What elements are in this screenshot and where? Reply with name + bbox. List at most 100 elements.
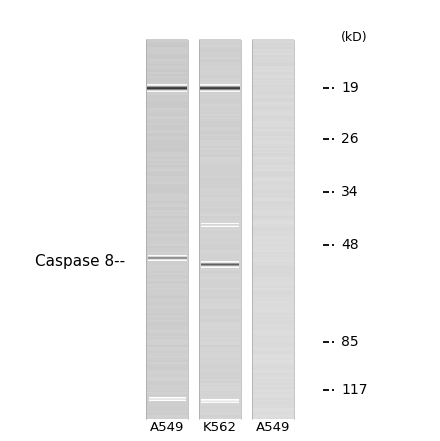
Bar [147,227,188,229]
Bar [147,356,188,358]
Bar [147,79,188,82]
Bar [199,144,241,146]
Bar [147,271,188,273]
Bar [199,108,241,110]
Bar [252,244,294,247]
Bar [252,295,294,298]
Bar [252,388,294,391]
Bar [147,310,188,313]
Bar [252,123,294,125]
Bar [199,195,241,197]
Bar [252,333,294,336]
Bar [147,248,188,250]
Bar [252,413,294,415]
Bar [199,242,241,244]
Bar [252,64,294,66]
Bar [199,322,241,324]
Bar [252,400,294,402]
Bar [147,51,188,53]
Bar [199,104,241,106]
Bar [147,259,188,262]
Text: 34: 34 [341,185,359,199]
Bar [147,123,188,125]
Bar [252,356,294,358]
Bar [147,293,188,295]
Bar [199,117,241,120]
Bar [147,407,188,409]
Bar [252,337,294,339]
Bar [252,415,294,417]
Bar [252,202,294,205]
Bar [147,223,188,225]
Bar [252,70,294,72]
Bar [147,331,188,333]
Bar [199,339,241,341]
Bar [147,100,188,102]
Bar [199,366,241,368]
Bar [147,280,188,282]
Bar [147,204,188,206]
Bar [252,363,294,366]
Bar [147,299,188,301]
Bar [252,225,294,228]
Bar [199,356,241,358]
Bar [147,193,188,195]
Bar [147,358,188,360]
Bar [252,102,294,104]
Bar [252,297,294,299]
Bar [199,314,241,317]
Bar [252,360,294,362]
Bar [147,350,188,353]
Bar [199,81,241,83]
Bar [252,41,294,44]
Bar [147,417,188,419]
Bar [199,271,241,273]
Bar [147,297,188,299]
Bar [199,41,241,44]
Bar [147,320,188,322]
Bar [147,233,188,235]
Bar [147,108,188,110]
Bar [199,136,241,138]
Bar [199,415,241,417]
Bar [147,161,188,163]
Bar [147,366,188,368]
Bar [252,157,294,159]
Bar [147,221,188,224]
Bar [199,98,241,101]
Bar [252,220,294,222]
Bar [252,106,294,108]
Bar [252,127,294,129]
Bar [252,128,294,131]
Bar [199,229,241,231]
Bar [252,138,294,140]
Bar [252,87,294,89]
Bar [252,377,294,379]
Bar [147,220,188,222]
Bar [147,125,188,127]
Bar [252,301,294,303]
Bar [252,278,294,280]
Text: A549: A549 [256,421,290,434]
Bar [199,407,241,409]
Bar [252,379,294,381]
Bar [199,56,241,59]
Bar [199,125,241,127]
Text: Caspase 8--: Caspase 8-- [35,254,125,269]
Bar [199,49,241,51]
Bar [199,93,241,95]
Bar [147,386,188,389]
Bar [147,388,188,391]
Bar [147,168,188,171]
Bar [252,60,294,63]
Bar [147,121,188,123]
Bar [147,58,188,60]
Bar [199,214,241,216]
Bar [199,89,241,91]
Bar [199,347,241,349]
Bar [252,79,294,82]
Bar [147,290,188,292]
Text: 26: 26 [341,132,359,146]
Bar [252,233,294,235]
Bar [252,362,294,364]
